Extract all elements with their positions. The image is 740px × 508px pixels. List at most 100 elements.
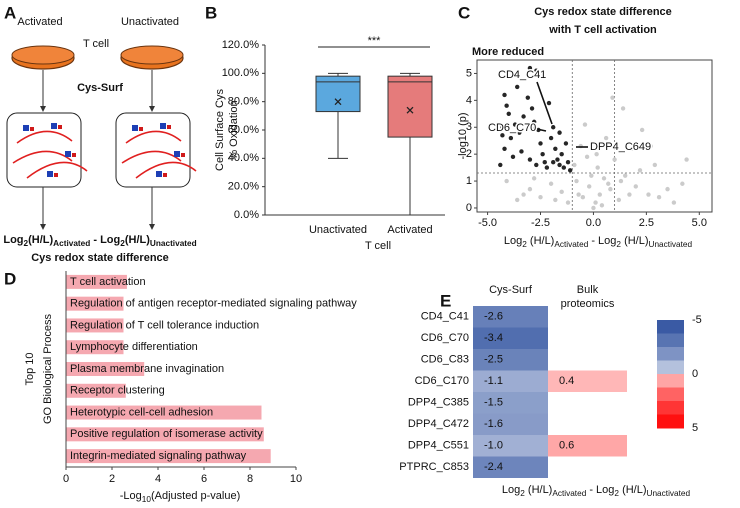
bar-label: Lymphocyte differentiation	[70, 341, 198, 353]
point	[527, 186, 533, 192]
text-part: Unactivated	[150, 239, 197, 248]
cell-label: -1.5	[484, 397, 503, 409]
point	[553, 146, 558, 151]
heat-cell	[473, 306, 548, 328]
diagram-label: T cell	[83, 38, 109, 50]
probe	[23, 125, 29, 131]
point	[548, 181, 554, 186]
bar	[66, 362, 145, 376]
row-label: CD6_C170	[415, 375, 469, 387]
probe	[47, 171, 53, 177]
point	[582, 122, 588, 127]
point	[618, 178, 624, 184]
y-tick-label: 0.0%	[234, 209, 259, 221]
text-part: (H/L)	[125, 234, 150, 246]
text-part: 2	[522, 240, 527, 249]
point	[548, 135, 554, 141]
point	[559, 189, 564, 195]
bar-label: Receptor clustering	[70, 385, 165, 397]
point	[606, 181, 611, 186]
text-part: Log	[100, 234, 120, 246]
row-label: CD6_C83	[421, 354, 469, 366]
y-tick-label: 120.0%	[222, 39, 260, 51]
point	[551, 125, 556, 130]
x-tick-label: Activated	[387, 224, 432, 236]
label-pointer	[531, 127, 547, 132]
text-part: 2	[24, 239, 29, 248]
box	[387, 75, 433, 138]
text-part: (H/L)	[619, 484, 647, 496]
point	[629, 146, 634, 151]
panel-letter: A	[4, 3, 16, 22]
point	[538, 195, 543, 200]
text-part: Unactivated	[649, 240, 693, 249]
x-axis-label: T cell	[365, 240, 391, 252]
chart-title: Cys redox state difference	[534, 6, 672, 18]
point-label: DPP4_C649	[590, 141, 651, 153]
colorbar-step	[657, 414, 684, 429]
point	[506, 111, 511, 117]
colorbar-step	[657, 387, 684, 402]
panel-letter: E	[440, 291, 451, 310]
row-label: CD6_C70	[421, 332, 469, 344]
column-label: Cys-Surf	[489, 284, 533, 296]
x-axis-label: Log2 (H/L)Activated - Log2 (H/L)Unactiva…	[504, 235, 693, 249]
point	[595, 165, 600, 170]
x-tick-label: 4	[155, 473, 161, 485]
point	[504, 178, 509, 184]
point	[639, 127, 645, 133]
point	[544, 165, 550, 170]
row-label: DPP4_C551	[408, 440, 469, 452]
dish-rim	[11, 45, 75, 65]
heat-cell	[473, 413, 548, 435]
formula: Log2(H/L)Activated - Log2(H/L)Unactivate…	[3, 234, 196, 248]
y-tick-label: 2	[466, 148, 472, 160]
x-tick-label: 0	[63, 473, 69, 485]
x-tick-label: 0.0	[586, 217, 601, 229]
text-part: - Log	[588, 235, 616, 247]
bar	[66, 405, 262, 420]
point	[610, 95, 615, 100]
probe	[174, 151, 180, 157]
point	[515, 84, 520, 90]
text-part: - Log	[586, 484, 614, 496]
point-label: CD6_C70	[488, 122, 536, 134]
membrane	[135, 161, 197, 179]
y-axis-label: Cell Surface Cys	[214, 89, 226, 171]
point	[591, 205, 596, 211]
point	[521, 114, 526, 119]
dish-rim	[120, 45, 184, 65]
point	[531, 176, 537, 181]
point	[551, 160, 556, 165]
point	[622, 173, 628, 178]
cell-label: -3.4	[484, 332, 503, 344]
point	[521, 192, 526, 197]
point	[587, 184, 592, 189]
plot-frame	[476, 59, 713, 213]
probe	[132, 125, 138, 131]
diagram-label: Cys redox state difference	[31, 252, 169, 264]
bar	[66, 383, 126, 398]
row-label: DPP4_C472	[408, 418, 469, 430]
membrane	[12, 150, 73, 164]
chart-title: with T cell activation	[548, 24, 657, 36]
point	[538, 141, 543, 146]
probe-tag	[139, 127, 143, 131]
point	[612, 157, 617, 162]
point	[559, 151, 564, 157]
point	[633, 184, 638, 189]
y-tick-label: 100.0%	[222, 67, 260, 79]
text-part: 2	[120, 239, 125, 248]
x-tick-label: 2.5	[639, 217, 654, 229]
point	[515, 197, 520, 203]
heat-cell	[473, 435, 548, 457]
point	[504, 103, 509, 108]
arrow-head	[40, 224, 46, 230]
panel-letter: B	[205, 3, 217, 22]
text-part: Log	[502, 484, 520, 496]
heat-cell	[473, 456, 548, 478]
point	[527, 157, 533, 162]
heat-cell	[473, 370, 548, 392]
point	[646, 192, 651, 197]
point	[684, 157, 689, 162]
